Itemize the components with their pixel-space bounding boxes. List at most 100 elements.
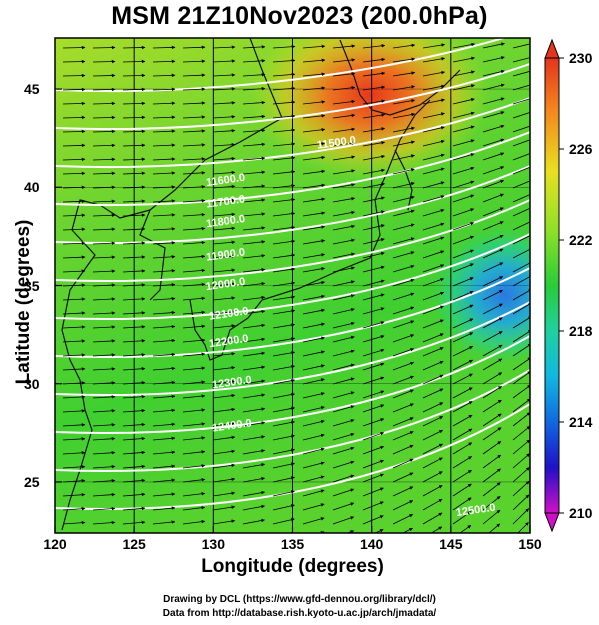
wind-arrow <box>122 115 146 120</box>
wind-arrow <box>452 97 475 105</box>
wind-arrow <box>392 278 415 287</box>
wind-arrow <box>362 265 385 273</box>
wind-arrow <box>362 154 385 161</box>
wind-arrow <box>62 87 86 92</box>
wind-arrow <box>302 517 325 525</box>
wind-arrow <box>62 269 86 273</box>
wind-arrow <box>302 447 325 455</box>
wind-arrow <box>212 212 236 217</box>
wind-arrow <box>92 478 116 483</box>
contour-label: 11700.0 <box>205 193 245 210</box>
wind-arrow <box>152 45 176 50</box>
wind-arrow <box>362 224 385 231</box>
wind-arrow <box>302 72 326 77</box>
wind-arrow <box>152 115 176 120</box>
wind-arrow <box>122 478 146 483</box>
wind-arrow <box>212 184 236 189</box>
wind-arrow <box>302 294 325 301</box>
wind-arrow <box>152 338 176 343</box>
wind-arrow <box>362 459 384 469</box>
contour-label: 12400.0 <box>211 417 252 434</box>
wind-arrow <box>152 450 176 455</box>
wind-arrow <box>242 267 266 273</box>
wind-arrow <box>422 443 443 455</box>
contour-line <box>55 38 508 93</box>
wind-arrow <box>512 343 530 357</box>
colorbar-tick-label: 230 <box>569 50 593 66</box>
wind-arrow <box>362 196 385 203</box>
wind-arrow <box>512 84 530 91</box>
wind-arrow <box>452 456 473 469</box>
wind-arrow <box>362 362 385 371</box>
wind-arrow <box>362 432 385 441</box>
wind-arrow <box>242 309 266 315</box>
wind-arrow <box>452 483 472 497</box>
wind-arrow <box>152 73 176 78</box>
wind-arrow <box>152 87 176 92</box>
wind-arrow <box>362 376 385 385</box>
wind-arrow <box>422 402 444 413</box>
wind-arrow <box>182 143 206 147</box>
wind-arrow <box>302 308 325 315</box>
wind-arrow <box>62 297 86 301</box>
contour-line <box>55 369 530 472</box>
wind-arrow <box>452 469 472 483</box>
wind-arrow <box>242 351 266 357</box>
chart-title: MSM 21Z10Nov2023 (200.0hPa) <box>111 2 488 30</box>
wind-arrow <box>242 295 266 301</box>
wind-arrow <box>182 226 206 231</box>
wind-arrow <box>517 522 529 533</box>
contour-label: 11600.0 <box>205 172 245 189</box>
wind-arrow <box>242 365 266 371</box>
wind-arrow <box>152 59 176 64</box>
wind-arrow <box>482 248 504 259</box>
wind-arrow <box>302 378 325 385</box>
wind-arrow <box>212 170 236 175</box>
wind-arrow <box>182 310 206 315</box>
wind-arrow <box>482 69 505 77</box>
wind-arrow <box>242 72 266 77</box>
wind-arrow <box>302 44 326 49</box>
wind-arrow <box>332 446 355 455</box>
wind-arrow <box>122 199 146 203</box>
wind-arrow <box>152 492 176 497</box>
wind-arrow <box>122 73 146 78</box>
wind-arrow <box>302 114 326 119</box>
cool-anomaly <box>430 225 530 365</box>
wind-arrow <box>422 126 445 133</box>
wind-arrow <box>62 143 86 148</box>
wind-arrow <box>122 143 146 148</box>
wind-arrow <box>62 311 86 315</box>
wind-arrow <box>332 85 356 91</box>
wind-arrow <box>242 490 265 497</box>
wind-arrow <box>422 264 445 273</box>
wind-arrow <box>482 193 504 203</box>
wind-arrow <box>362 168 385 175</box>
wind-arrow <box>182 478 206 483</box>
wind-arrow <box>302 155 326 161</box>
wind-arrow <box>332 308 355 315</box>
wind-arrow <box>392 389 414 399</box>
wind-arrow <box>93 536 115 538</box>
wind-arrow <box>122 506 146 511</box>
wind-arrow <box>261 532 265 533</box>
wind-arrow <box>152 282 176 287</box>
wind-arrow <box>392 223 415 231</box>
wind-arrow <box>488 523 501 533</box>
wind-arrow <box>62 199 86 204</box>
contour-line <box>55 165 530 244</box>
wind-arrow <box>62 506 86 511</box>
wind-arrow <box>392 43 416 49</box>
wind-arrow <box>92 213 116 218</box>
wind-arrow <box>182 87 206 91</box>
wind-arrow <box>62 409 86 413</box>
wind-arrow <box>482 97 505 105</box>
wind-arrow <box>362 501 384 511</box>
wind-arrow <box>452 56 475 63</box>
wind-arrow <box>182 366 206 371</box>
wind-arrow <box>122 380 146 385</box>
wind-arrow <box>332 266 355 273</box>
wind-arrow <box>482 358 503 371</box>
wind-arrow <box>242 407 266 413</box>
wind-arrow <box>122 436 146 441</box>
